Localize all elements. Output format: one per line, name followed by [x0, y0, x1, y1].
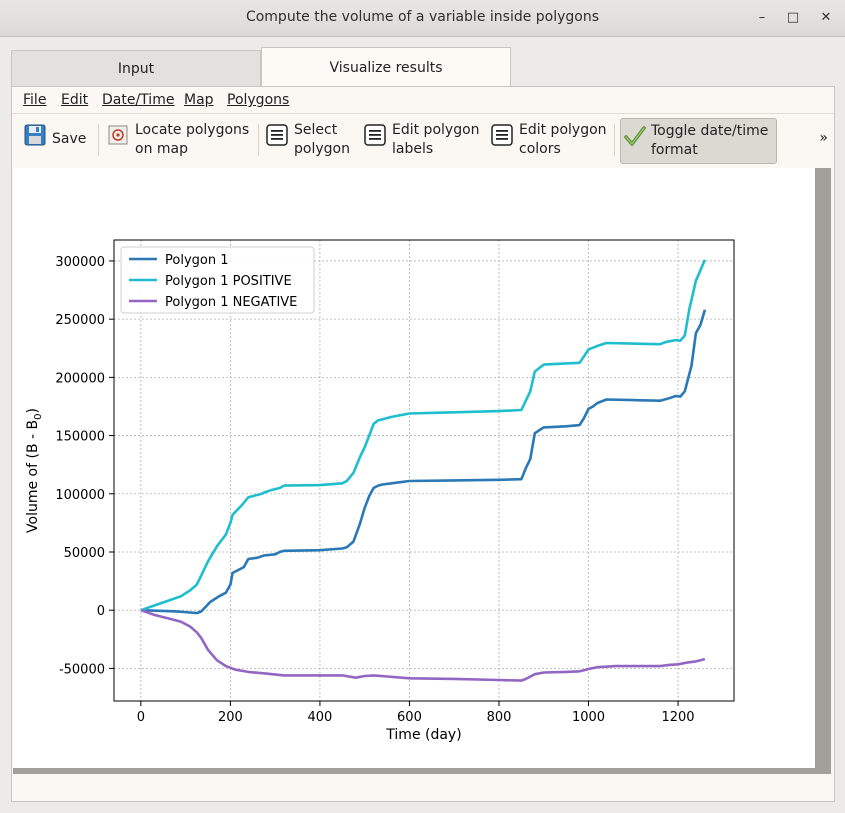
x-tick-label: 1200 — [661, 710, 694, 725]
y-tick-label: 100000 — [55, 488, 105, 503]
menu-edit-label: Edit — [61, 92, 89, 108]
plot-canvas[interactable]: 0 200 400 600 800 1000 1200 -50000 0 50000 100000 1… — [13, 168, 815, 768]
x-tick-label: 600 — [397, 710, 422, 725]
colors-label: Edit polygon colors — [519, 121, 607, 159]
toolbar-separator — [258, 124, 259, 156]
menu-file[interactable]: File — [23, 92, 46, 108]
volume-chart: 0 200 400 600 800 1000 1200 -50000 0 50000 100000 1… — [25, 239, 735, 743]
series-line-1 — [140, 309, 707, 615]
plot-canvas-area: 0 200 400 600 800 1000 1200 -50000 0 50000 100000 1… — [13, 168, 831, 774]
toolbar-separator — [614, 124, 615, 156]
menubar: File Edit Date/Time Map Polygons — [12, 87, 834, 114]
checkmark-icon — [624, 126, 646, 146]
locate-label: Locate polygons on map — [135, 121, 249, 159]
list-icon — [491, 124, 513, 146]
save-label: Save — [52, 131, 87, 147]
window-title: Compute the volume of a variable inside … — [245, 9, 600, 25]
list-icon — [266, 124, 288, 146]
select-label-line2: polygon — [294, 141, 350, 157]
menu-map-label: Map — [184, 92, 214, 108]
select-polygon-button[interactable]: Select polygon — [266, 118, 356, 162]
labels-label-line1: Edit polygon — [392, 122, 480, 138]
menu-datetime[interactable]: Date/Time — [102, 92, 174, 108]
toggle-label-line1: Toggle date/time — [651, 123, 769, 139]
y-tick-label: 200000 — [55, 371, 105, 386]
x-axis-label: Time (day) — [385, 727, 461, 743]
plot-frame — [113, 239, 735, 702]
menu-edit[interactable]: Edit — [61, 92, 88, 108]
edit-polygon-colors-button[interactable]: Edit polygon colors — [491, 118, 611, 162]
locate-label-line1: Locate polygons — [135, 122, 250, 138]
menu-polygons-label: Polygons — [227, 92, 290, 108]
window-titlebar: Compute the volume of a variable inside … — [0, 0, 845, 37]
legend-label-3: Polygon 1 NEGATIVE — [165, 295, 297, 310]
list-icon — [364, 124, 386, 146]
toggle-datetime-format-button[interactable]: Toggle date/time format — [620, 118, 777, 164]
tab-bar: Input Visualize results — [11, 47, 833, 88]
series-line-3 — [140, 608, 706, 682]
select-label: Select polygon — [294, 121, 350, 159]
menu-file-label: File — [23, 92, 47, 108]
map-locate-icon — [108, 125, 128, 145]
colors-label-line1: Edit polygon — [519, 122, 607, 138]
locate-polygons-button[interactable]: Locate polygons on map — [107, 118, 257, 162]
maximize-button[interactable]: □ — [786, 10, 800, 25]
floppy-disk-icon — [24, 124, 46, 146]
results-panel: File Edit Date/Time Map Polygons Save Lo… — [11, 86, 835, 802]
y-tick-label: 50000 — [64, 546, 105, 561]
x-tick-label: 200 — [218, 710, 243, 725]
toolbar-separator — [98, 124, 99, 156]
labels-label: Edit polygon labels — [392, 121, 480, 159]
y-tick-label: 150000 — [55, 430, 105, 445]
toggle-label-line2: format — [651, 142, 698, 158]
legend-label-1: Polygon 1 — [165, 253, 228, 268]
legend-label-2: Polygon 1 POSITIVE — [165, 274, 292, 289]
menu-polygons[interactable]: Polygons — [227, 92, 289, 108]
y-tick-label: 250000 — [55, 313, 105, 328]
labels-label-line2: labels — [392, 141, 434, 157]
toolbar: Save Locate polygons on map Select polygon — [12, 114, 834, 166]
toggle-label: Toggle date/time format — [651, 122, 768, 160]
x-tick-label: 800 — [487, 710, 512, 725]
x-tick-label: 1000 — [572, 710, 605, 725]
colors-label-line2: colors — [519, 141, 561, 157]
y-tick-label: 0 — [97, 604, 105, 619]
select-label-line1: Select — [294, 122, 338, 138]
menu-datetime-label: Date/Time — [102, 92, 175, 108]
close-button[interactable]: ✕ — [820, 10, 832, 25]
minimize-button[interactable]: – — [758, 10, 766, 25]
legend-box — [120, 246, 315, 314]
y-tick-label: -50000 — [59, 662, 105, 677]
y-axis-label: Volume of (B - B0) — [25, 408, 44, 533]
menu-map[interactable]: Map — [184, 92, 214, 108]
save-button[interactable]: Save — [24, 118, 96, 162]
series-line-2 — [140, 259, 707, 612]
edit-polygon-labels-button[interactable]: Edit polygon labels — [364, 118, 480, 162]
x-tick-label: 0 — [137, 710, 145, 725]
status-bar — [12, 779, 834, 801]
toolbar-overflow-button[interactable]: » — [819, 130, 828, 146]
tab-visualize-results[interactable]: Visualize results — [261, 47, 511, 88]
x-tick-label: 400 — [308, 710, 333, 725]
locate-label-line2: on map — [135, 141, 188, 157]
tab-input[interactable]: Input — [11, 50, 261, 87]
y-tick-label: 300000 — [55, 255, 105, 270]
